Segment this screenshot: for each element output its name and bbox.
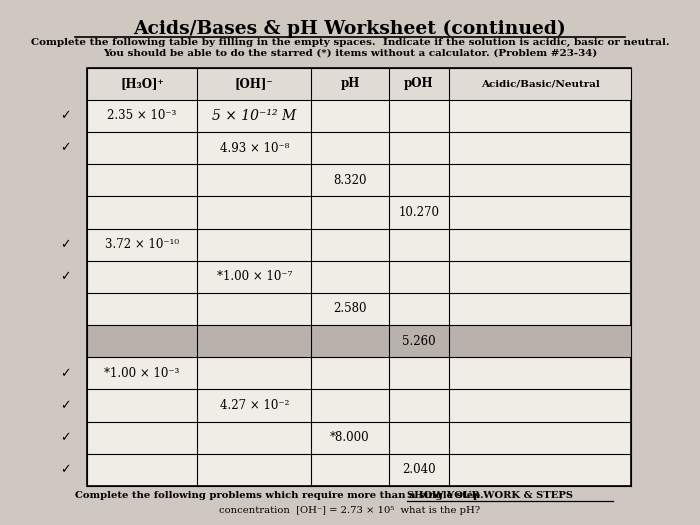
Text: Acids/Bases & pH Worksheet (continued): Acids/Bases & pH Worksheet (continued)	[134, 19, 566, 38]
Text: Complete the following table by filling in the empty spaces.  Indicate if the so: Complete the following table by filling …	[31, 38, 669, 47]
Text: *1.00 × 10⁻³: *1.00 × 10⁻³	[104, 367, 180, 380]
Text: 3.72 × 10⁻¹⁰: 3.72 × 10⁻¹⁰	[105, 238, 179, 251]
Text: 2.040: 2.040	[402, 463, 435, 476]
Text: concentration  [OH⁻] = 2.73 × 10⁵  what is the pH?: concentration [OH⁻] = 2.73 × 10⁵ what is…	[219, 506, 481, 516]
Text: You should be able to do the starred (*) items without a calculator. (Problem #2: You should be able to do the starred (*)…	[103, 49, 597, 58]
FancyBboxPatch shape	[87, 68, 631, 486]
Text: 4.93 × 10⁻⁸: 4.93 × 10⁻⁸	[220, 142, 289, 155]
Text: ✓: ✓	[60, 109, 71, 122]
Text: *1.00 × 10⁻⁷: *1.00 × 10⁻⁷	[216, 270, 292, 284]
Text: pOH: pOH	[404, 77, 433, 90]
Text: ✓: ✓	[60, 142, 71, 155]
Text: 8.320: 8.320	[333, 174, 367, 187]
Text: ✓: ✓	[60, 367, 71, 380]
Text: *8.000: *8.000	[330, 431, 370, 444]
Text: 5.260: 5.260	[402, 334, 435, 348]
Text: [OH]⁻: [OH]⁻	[235, 77, 274, 90]
Text: ✓: ✓	[60, 463, 71, 476]
Text: 10.270: 10.270	[398, 206, 440, 219]
Text: 5 × 10⁻¹² M: 5 × 10⁻¹² M	[212, 109, 296, 123]
Text: ✓: ✓	[60, 238, 71, 251]
Text: SHOW YOUR WORK & STEPS: SHOW YOUR WORK & STEPS	[407, 491, 573, 500]
FancyBboxPatch shape	[87, 68, 631, 100]
Text: Acidic/Basic/Neutral: Acidic/Basic/Neutral	[481, 79, 599, 88]
Text: 2.35 × 10⁻³: 2.35 × 10⁻³	[107, 109, 177, 122]
Text: Complete the following problems which require more than a single step.: Complete the following problems which re…	[75, 491, 491, 500]
Text: ✓: ✓	[60, 431, 71, 444]
Text: 4.27 × 10⁻²: 4.27 × 10⁻²	[220, 399, 289, 412]
Text: ✓: ✓	[60, 270, 71, 284]
Text: ✓: ✓	[60, 399, 71, 412]
Text: pH: pH	[340, 77, 360, 90]
Text: [H₃O]⁺: [H₃O]⁺	[120, 77, 164, 90]
FancyBboxPatch shape	[87, 325, 631, 357]
Text: 2.580: 2.580	[333, 302, 367, 316]
